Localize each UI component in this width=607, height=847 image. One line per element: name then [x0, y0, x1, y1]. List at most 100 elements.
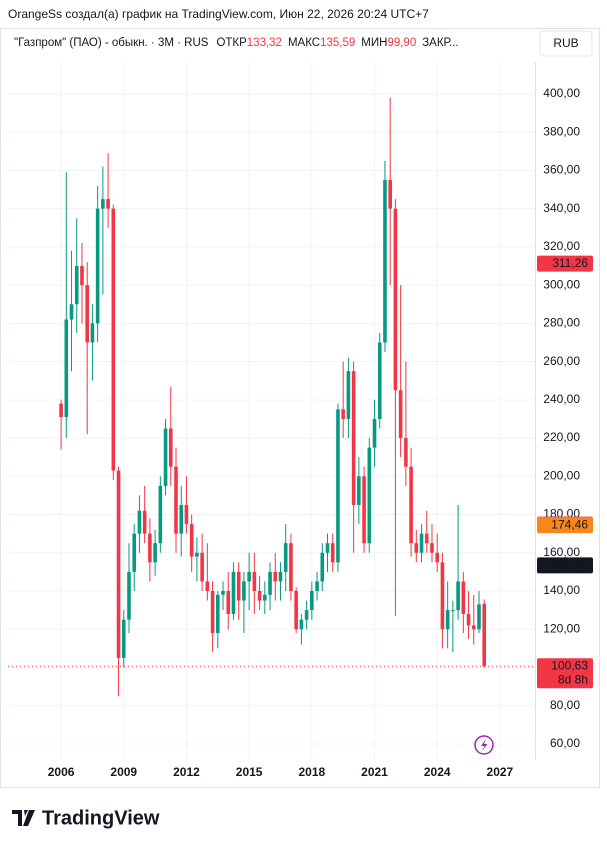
candle-body	[336, 409, 340, 563]
caption: OrangeSs создал(а) график на TradingView…	[8, 7, 429, 21]
candle-body	[80, 265, 84, 286]
candle-body	[90, 323, 95, 343]
candle-body	[184, 504, 189, 525]
chart-frame	[0, 28, 600, 788]
candle-body	[393, 208, 398, 391]
candle-body	[388, 179, 392, 209]
candle-body	[325, 543, 330, 553]
candle-body	[231, 571, 236, 614]
ohlc-label: ОТКР	[216, 37, 247, 49]
y-tick-label: 240,00	[543, 392, 580, 406]
ohlc-label: ЗАКР...	[422, 37, 458, 49]
y-tick-label: 220,00	[543, 430, 580, 444]
candle-body	[471, 625, 476, 630]
candle-body	[357, 476, 361, 505]
candle-body	[101, 199, 105, 209]
x-tick-label: 2015	[236, 765, 263, 779]
candle-body	[482, 603, 487, 667]
x-tick-label: 2024	[424, 765, 451, 779]
candle-body	[383, 179, 387, 343]
logo-icon	[12, 810, 35, 826]
price-label-box	[537, 658, 593, 689]
candle-body	[179, 504, 184, 534]
candle-body	[461, 581, 466, 614]
candle-body	[127, 571, 131, 620]
candle-body	[200, 552, 204, 582]
candle-body	[236, 571, 241, 601]
price-label-box	[537, 557, 593, 574]
candle-body	[367, 447, 372, 544]
candle-body	[304, 610, 309, 620]
candle-body	[174, 466, 178, 534]
candle-body	[64, 319, 69, 418]
brand: TradingView	[42, 807, 160, 829]
plot: 60,0080,00100,00120,00140,00160,00180,00…	[8, 62, 593, 779]
candle-body	[163, 428, 168, 486]
candle-body	[466, 613, 471, 626]
candle-body	[189, 524, 194, 557]
price-label: 100,63	[551, 658, 588, 672]
y-tick-label: 340,00	[543, 201, 580, 215]
candle-body	[278, 571, 283, 582]
y-tick-label: 200,00	[543, 468, 580, 482]
candle-body	[59, 403, 63, 418]
candle-body	[215, 594, 220, 634]
y-tick-label: 380,00	[543, 124, 580, 138]
candle-body	[477, 604, 481, 630]
candle-body	[168, 428, 173, 467]
x-tick-label: 2027	[487, 765, 514, 779]
price-label: 311,26	[552, 256, 588, 270]
candle-body	[95, 208, 100, 324]
ohlc-label: МАКС	[288, 37, 320, 49]
y-tick-label: 320,00	[543, 239, 580, 253]
candle-body	[362, 476, 366, 544]
candle-body	[310, 590, 314, 611]
x-tick-label: 2006	[48, 765, 75, 779]
ohlc-value: 135,59	[320, 37, 355, 49]
candle-body	[148, 533, 152, 563]
y-tick-label: 160,00	[543, 545, 580, 559]
candle-body	[451, 610, 455, 612]
symbol-legend: "Газпром" (ПАО) - обыкн. · 3M · RUS ОТКР 1…	[14, 37, 459, 49]
y-tick-label: 300,00	[543, 277, 580, 291]
candle-body	[398, 390, 403, 439]
price-label-box	[537, 255, 593, 272]
currency-button[interactable]	[539, 30, 593, 57]
candle-body	[205, 581, 210, 591]
candle-body	[456, 581, 460, 611]
candle-body	[435, 552, 440, 563]
candle-body	[430, 543, 434, 553]
candle-body	[106, 199, 110, 209]
candle-body	[351, 371, 356, 505]
candle-body	[69, 304, 74, 320]
candle-body	[153, 543, 157, 563]
candle-body	[294, 590, 298, 630]
candle-body	[315, 581, 319, 591]
candle-body	[137, 510, 142, 534]
candle-body	[111, 208, 116, 471]
currency[interactable]: RUB	[553, 36, 578, 50]
x-tick-label: 2021	[361, 765, 388, 779]
price-label: 174,46	[551, 517, 588, 531]
y-tick-label: 60,00	[550, 736, 580, 750]
candle-body	[445, 610, 450, 630]
candle-body	[409, 466, 413, 544]
symbol: "Газпром" (ПАО) - обыкн. · 3M · RUS	[14, 37, 209, 49]
x-tick-label: 2009	[110, 765, 137, 779]
lightning-icon	[481, 739, 488, 751]
countdown: 8d 8h	[558, 672, 588, 686]
candle-body	[257, 590, 262, 601]
candle-body	[226, 590, 231, 614]
candle-body	[419, 533, 424, 553]
candle-body	[404, 438, 408, 467]
candle-body	[210, 590, 215, 634]
candle-body	[320, 552, 325, 582]
candle-body	[116, 470, 121, 658]
candle-body	[195, 552, 199, 557]
candle-body	[283, 543, 288, 572]
candle-body	[372, 418, 377, 448]
ohlc-value: 99,90	[387, 37, 416, 49]
candle-body	[221, 590, 225, 595]
